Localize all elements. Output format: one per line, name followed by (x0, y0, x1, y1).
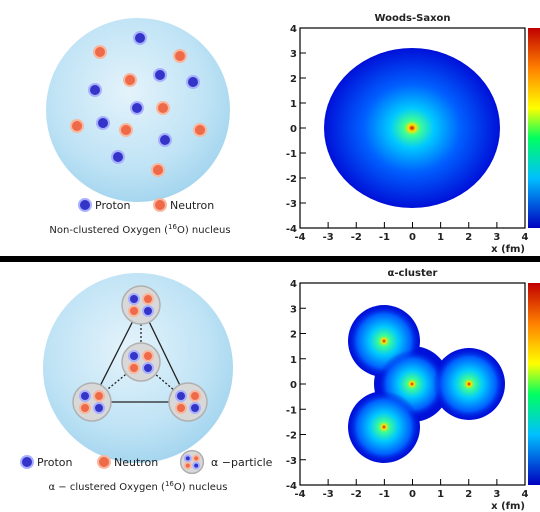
proton (80, 391, 90, 401)
proton (79, 199, 91, 211)
neutron (94, 391, 104, 401)
proton (131, 102, 143, 114)
x-tick-label: 1 (437, 232, 444, 243)
x-tick-label: -1 (379, 489, 390, 500)
density-map (348, 305, 505, 463)
figure: Proton Neutron Non-clustered Oxygen (16O… (0, 0, 540, 512)
x-tick-label: 0 (409, 232, 416, 243)
nucleus-diagram: Proton Neutron Non-clustered Oxygen (16O… (46, 18, 231, 236)
plot-title: Woods-Saxon (374, 13, 450, 24)
x-axis-label: x (fm) (491, 244, 525, 255)
alpha-particle (122, 343, 160, 381)
x-tick-label: -1 (379, 232, 390, 243)
neutron (80, 403, 90, 413)
neutron (157, 102, 169, 114)
neutron (143, 351, 153, 361)
neutron (71, 120, 83, 132)
x-tick-label: 0 (409, 489, 416, 500)
x-tick-label: 4 (522, 489, 529, 500)
neutron (185, 463, 191, 469)
neutron (174, 50, 186, 62)
neutron (120, 124, 132, 136)
neutron (143, 294, 153, 304)
x-tick-label: -3 (323, 232, 334, 243)
neutron (129, 363, 139, 373)
proton (193, 463, 199, 469)
neutron (152, 164, 164, 176)
separator (0, 256, 540, 262)
proton (187, 76, 199, 88)
neutron (124, 74, 136, 86)
alpha-particle (73, 383, 111, 421)
y-tick-label: 3 (290, 49, 297, 60)
caption: Non-clustered Oxygen (16O) nucleus (49, 223, 230, 236)
x-axis-label: x (fm) (491, 501, 525, 512)
x-tick-label: -2 (351, 489, 362, 500)
proton (143, 306, 153, 316)
y-tick-label: -3 (286, 199, 297, 210)
alpha-particle (181, 451, 204, 474)
x-tick-label: 3 (493, 489, 500, 500)
nucleus-diagram: Proton Neutron α −particle α − clustered… (21, 273, 273, 493)
proton (129, 294, 139, 304)
neutron (190, 391, 200, 401)
y-tick-label: 4 (290, 24, 297, 35)
alpha-particle (169, 383, 207, 421)
y-tick-label: -1 (286, 405, 297, 416)
legend-label: Proton (37, 456, 72, 469)
colorbar (528, 283, 540, 485)
y-tick-label: -4 (286, 224, 297, 235)
y-tick-label: 1 (290, 355, 297, 366)
legend-label: Neutron (114, 456, 158, 469)
y-tick-label: 0 (290, 124, 297, 135)
y-tick-label: -3 (286, 456, 297, 467)
proton (154, 69, 166, 81)
neutron (129, 306, 139, 316)
y-tick-label: 2 (290, 74, 297, 85)
proton (129, 351, 139, 361)
proton (94, 403, 104, 413)
proton (176, 391, 186, 401)
y-tick-label: 2 (290, 330, 297, 341)
proton (134, 32, 146, 44)
neutron (194, 124, 206, 136)
proton (159, 134, 171, 146)
y-tick-label: 0 (290, 380, 297, 391)
y-tick-label: -1 (286, 149, 297, 160)
density-map (324, 48, 500, 208)
legend-label: Neutron (170, 199, 214, 212)
proton (112, 151, 124, 163)
neutron (193, 455, 199, 461)
plot-title: α-cluster (388, 268, 438, 279)
y-tick-label: -4 (286, 481, 297, 492)
proton (21, 456, 33, 468)
x-tick-label: 2 (465, 232, 472, 243)
y-tick-label: -2 (286, 174, 297, 185)
proton (190, 403, 200, 413)
x-tick-label: 4 (522, 232, 529, 243)
proton (185, 455, 191, 461)
x-tick-label: 2 (465, 489, 472, 500)
neutron (176, 403, 186, 413)
neutron (98, 456, 110, 468)
legend-label: Proton (95, 199, 130, 212)
y-tick-label: 4 (290, 279, 297, 290)
legend-label: α −particle (211, 456, 273, 469)
colorbar (528, 28, 540, 228)
proton (89, 84, 101, 96)
x-tick-label: 1 (437, 489, 444, 500)
x-tick-label: 3 (493, 232, 500, 243)
y-tick-label: -2 (286, 431, 297, 442)
proton (143, 363, 153, 373)
y-tick-label: 1 (290, 99, 297, 110)
neutron (94, 46, 106, 58)
caption: α − clustered Oxygen (16O) nucleus (49, 480, 228, 493)
alpha-particle (122, 286, 160, 324)
x-tick-label: -3 (323, 489, 334, 500)
neutron (154, 199, 166, 211)
x-tick-label: -2 (351, 232, 362, 243)
proton (97, 117, 109, 129)
y-tick-label: 3 (290, 304, 297, 315)
